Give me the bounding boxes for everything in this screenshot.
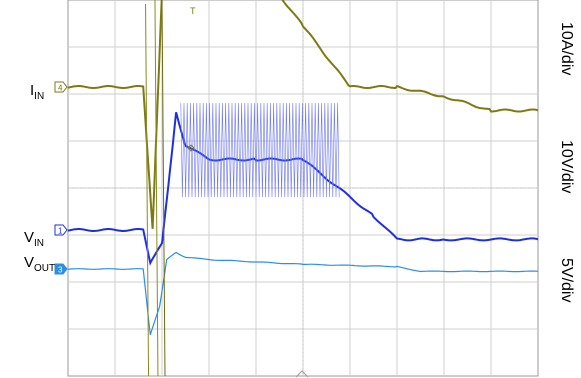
vin-scale-label: 10V/div — [558, 140, 575, 194]
vin-trace — [67, 112, 539, 266]
vin-label: VIN — [24, 229, 45, 249]
vout-label: VOUT — [24, 254, 56, 274]
vin-channel-marker-number: 1 — [58, 227, 63, 236]
iin-label: IIN — [30, 82, 45, 102]
vin-switching-band — [180, 103, 340, 198]
vout-channel-marker — [54, 263, 68, 275]
vout-channel-marker-number: 3 — [58, 266, 63, 275]
vin-channel-marker — [54, 224, 68, 236]
iin-trace — [67, 0, 539, 229]
trigger-marker: T — [190, 6, 196, 16]
traces — [67, 0, 539, 377]
trigger-spike — [145, 3, 150, 377]
timebase-marker-icon — [295, 370, 309, 378]
trigger-level-icon — [187, 144, 195, 152]
iin-channel-marker — [54, 81, 68, 93]
channel-markers: 4 1 3 — [54, 81, 68, 275]
vout-scale-label: 5V/div — [558, 258, 575, 303]
vout-trace — [67, 251, 539, 335]
trigger-spike — [154, 0, 159, 377]
trigger-spike — [161, 0, 166, 377]
iin-scale-label: 10A/div — [558, 22, 575, 76]
iin-channel-marker-number: 4 — [58, 84, 63, 93]
